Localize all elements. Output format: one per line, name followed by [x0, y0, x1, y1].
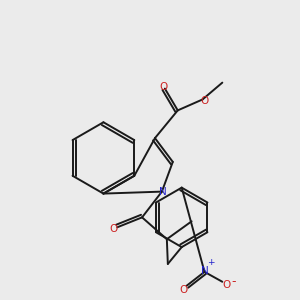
- Text: O: O: [180, 285, 188, 295]
- Text: O: O: [109, 224, 118, 234]
- Text: +: +: [207, 258, 214, 267]
- Text: -: -: [231, 275, 236, 288]
- Text: O: O: [160, 82, 168, 92]
- Text: N: N: [159, 187, 167, 196]
- Text: O: O: [222, 280, 230, 290]
- Text: O: O: [200, 97, 208, 106]
- Text: N: N: [201, 266, 208, 276]
